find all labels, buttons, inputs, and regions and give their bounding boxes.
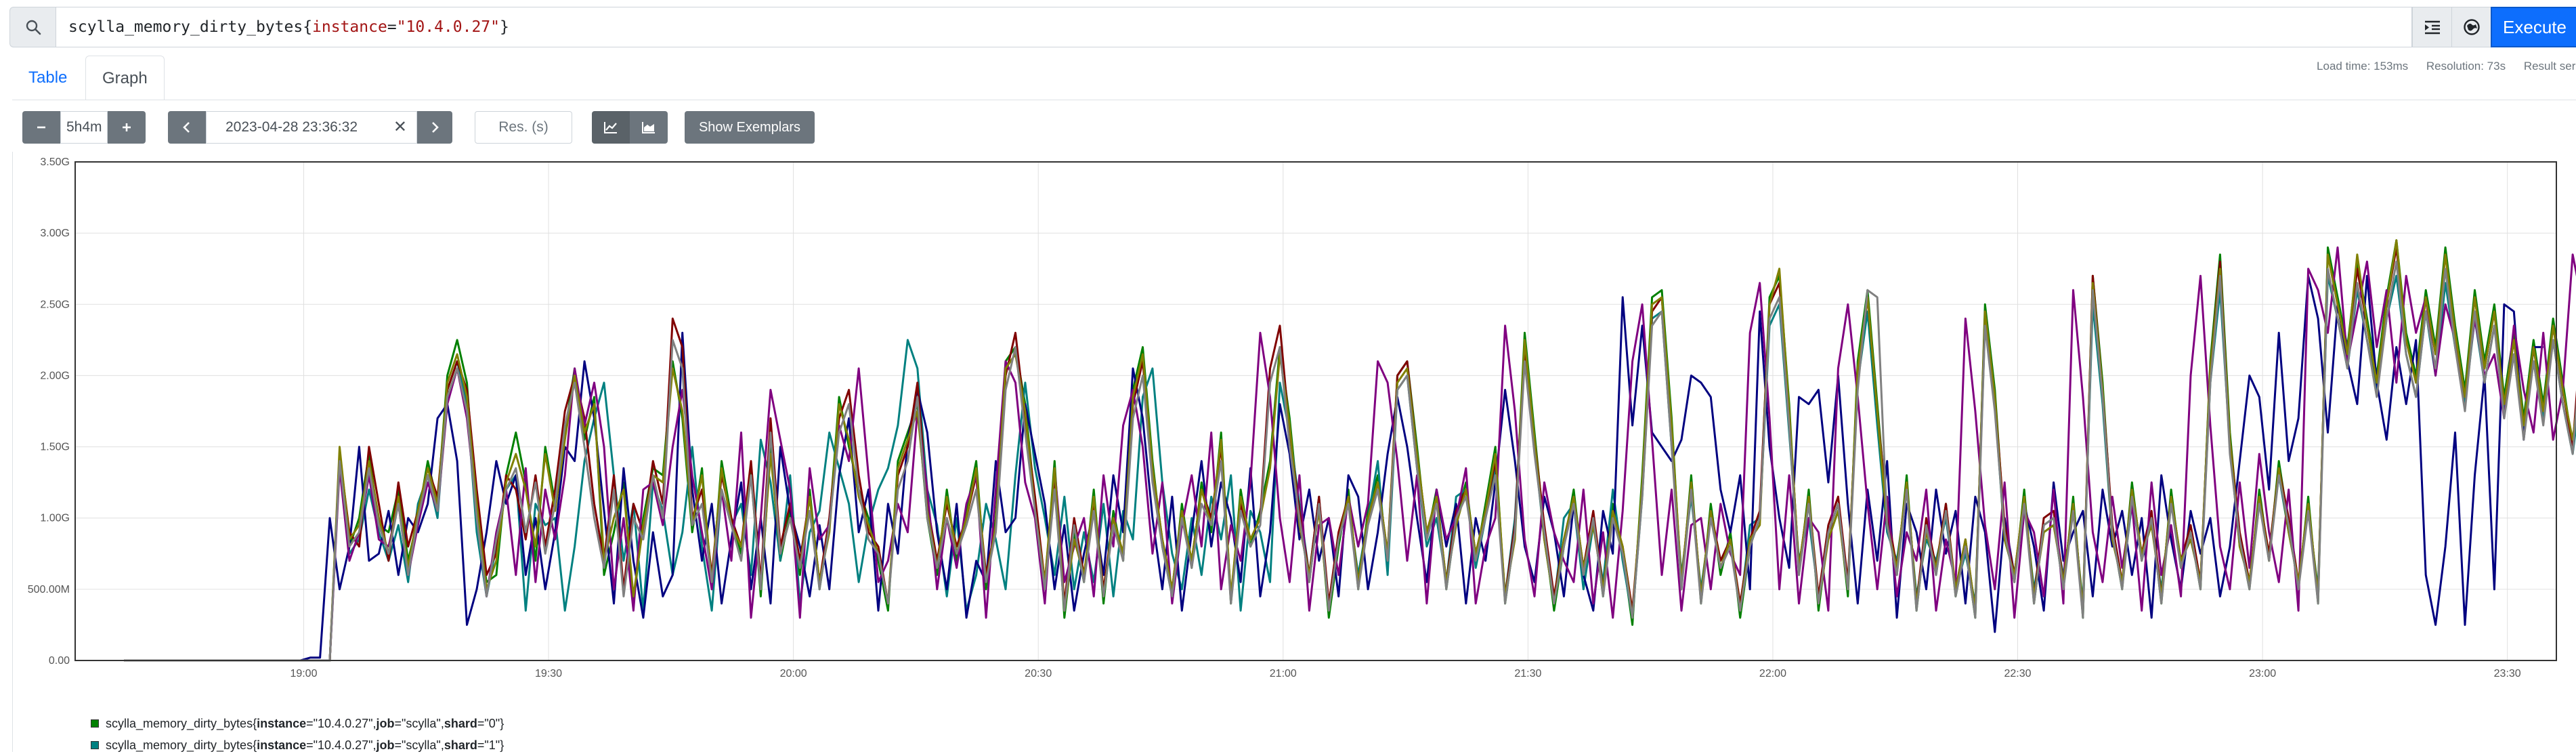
legend-swatch <box>91 741 99 749</box>
range-input[interactable]: 5h4m <box>60 111 108 144</box>
query-stats: Load time: 153ms Resolution: 73s Result … <box>2302 60 2576 73</box>
legend-item[interactable]: scylla_memory_dirty_bytes{instance = "10.4… <box>91 713 504 734</box>
x-tick-label: 21:00 <box>1270 668 1297 679</box>
series-line[interactable] <box>124 274 2576 662</box>
query-input[interactable]: scylla_memory_dirty_bytes{instance="10.4… <box>56 7 2412 47</box>
series-line[interactable] <box>124 246 2576 662</box>
resolution-input[interactable]: Res. (s) <box>475 111 572 144</box>
format-query-icon[interactable] <box>2412 7 2453 47</box>
resolution: Resolution: 73s <box>2426 60 2506 72</box>
decrease-range-button[interactable] <box>22 111 60 144</box>
x-tick-label: 20:30 <box>1025 668 1052 679</box>
x-tick-label: 20:00 <box>780 668 807 679</box>
x-tick-label: 22:00 <box>1759 668 1786 679</box>
legend: scylla_memory_dirty_bytes{instance = "10.4… <box>91 713 504 756</box>
graph-panel: 0.00 500.00M 1.00G 1.50G 2.00G 2.50G 3.00G 3.50… <box>12 152 2576 752</box>
previous-time-button[interactable] <box>168 111 206 144</box>
y-tick-label: 2.50G <box>40 299 70 310</box>
legend-item[interactable]: scylla_memory_dirty_bytes{instance = "10.4… <box>91 734 504 756</box>
query-label-name: instance <box>312 18 387 36</box>
y-tick-label: 0.00 <box>49 655 70 667</box>
stacked-chart-button[interactable] <box>630 111 668 144</box>
result-series: Result series: 6 <box>2523 60 2576 72</box>
tab-graph[interactable]: Graph <box>85 56 165 100</box>
y-tick-label: 500.00M <box>28 584 70 595</box>
search-icon[interactable] <box>9 7 56 47</box>
series-line[interactable] <box>124 239 2576 662</box>
y-tick-label: 3.50G <box>40 156 70 168</box>
increase-range-button[interactable] <box>108 111 146 144</box>
x-tick-label: 21:30 <box>1514 668 1541 679</box>
execute-button[interactable]: Execute <box>2491 7 2576 47</box>
legend-metric: scylla_memory_dirty_bytes <box>106 738 253 752</box>
y-tick-label: 2.00G <box>40 370 70 381</box>
legend-metric: scylla_memory_dirty_bytes <box>106 717 253 730</box>
series-line[interactable] <box>124 260 2576 662</box>
query-bar: scylla_memory_dirty_bytes{instance="10.4… <box>9 7 2576 47</box>
tab-table[interactable]: Table <box>28 68 68 87</box>
y-tick-label: 1.00G <box>40 513 70 524</box>
unstacked-chart-button[interactable] <box>592 111 630 144</box>
x-tick-label: 19:30 <box>535 668 562 679</box>
end-time-value: 2023-04-28 23:36:32 <box>226 119 358 135</box>
x-tick-label: 19:00 <box>290 668 317 679</box>
metrics-explorer-icon[interactable] <box>2451 7 2492 47</box>
clear-end-time-icon[interactable]: ✕ <box>393 118 407 136</box>
x-tick-label: 23:30 <box>2494 668 2521 679</box>
line-chart[interactable]: 0.00 500.00M 1.00G 1.50G 2.00G 2.50G 3.00G 3.50… <box>13 152 2576 707</box>
query-label-value: "10.4.0.27" <box>396 18 500 36</box>
series-line[interactable] <box>124 246 2576 662</box>
query-metric: scylla_memory_dirty_bytes <box>68 18 303 36</box>
legend-swatch <box>91 719 99 728</box>
end-time-input[interactable]: 2023-04-28 23:36:32 ✕ <box>206 111 417 144</box>
next-time-button[interactable] <box>417 111 452 144</box>
x-tick-label: 23:00 <box>2249 668 2276 679</box>
load-time: Load time: 153ms <box>2317 60 2409 72</box>
y-tick-label: 3.00G <box>40 228 70 239</box>
y-tick-label: 1.50G <box>40 442 70 453</box>
x-tick-label: 22:30 <box>2004 668 2032 679</box>
plot-frame <box>74 161 2557 661</box>
series-line[interactable] <box>124 274 2543 662</box>
show-exemplars-button[interactable]: Show Exemplars <box>685 111 815 144</box>
